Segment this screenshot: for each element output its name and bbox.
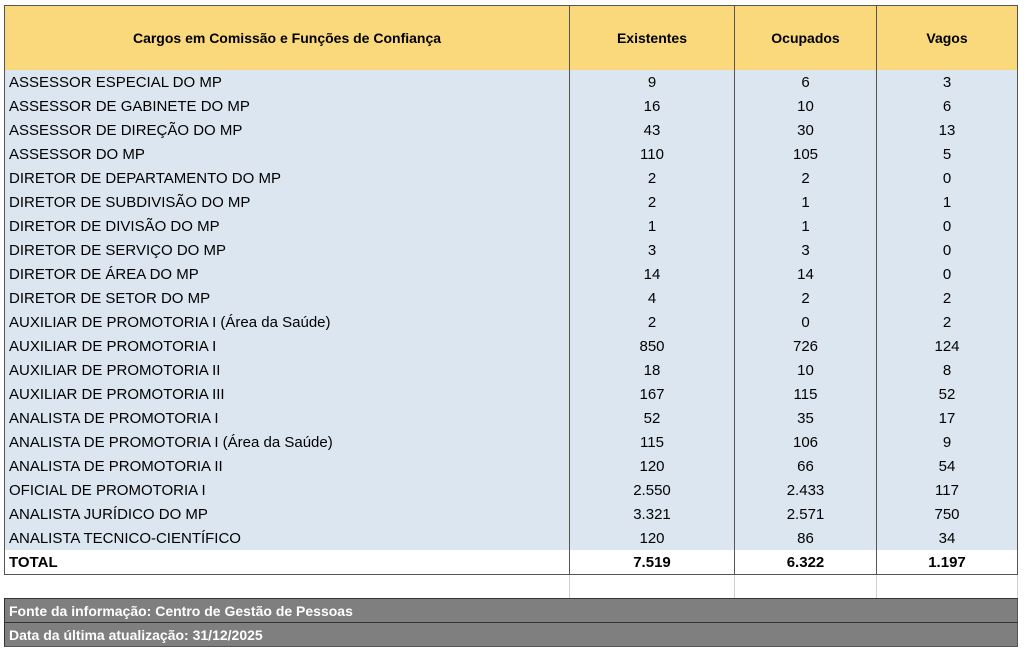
empty-cell	[570, 575, 735, 599]
table-cell: 120	[570, 454, 735, 479]
table-cell: 1	[877, 190, 1018, 215]
table-cell: 0	[877, 238, 1018, 263]
total-cell: 7.519	[570, 550, 735, 575]
table-cell: 117	[877, 478, 1018, 503]
table-cell: 106	[735, 430, 877, 455]
table-cell: 52	[570, 406, 735, 431]
table-cell: ASSESSOR ESPECIAL DO MP	[4, 70, 570, 95]
table-cell: AUXILIAR DE PROMOTORIA I	[4, 334, 570, 359]
table-cell: AUXILIAR DE PROMOTORIA III	[4, 382, 570, 407]
table-cell: 2	[877, 310, 1018, 335]
table-cell: 2.571	[735, 502, 877, 527]
table-cell: 726	[735, 334, 877, 359]
table-cell: 0	[877, 214, 1018, 239]
table-cell: 16	[570, 94, 735, 119]
table-cell: 105	[735, 142, 877, 167]
table-cell: 4	[570, 286, 735, 311]
table-cell: 850	[570, 334, 735, 359]
table-cell: 2	[735, 286, 877, 311]
table-cell: DIRETOR DE DEPARTAMENTO DO MP	[4, 166, 570, 191]
table-cell: DIRETOR DE DIVISÃO DO MP	[4, 214, 570, 239]
table-cell: 66	[735, 454, 877, 479]
table-cell: ASSESSOR DO MP	[4, 142, 570, 167]
table-cell: 120	[570, 526, 735, 551]
table-cell: AUXILIAR DE PROMOTORIA II	[4, 358, 570, 383]
table-cell: ANALISTA DE PROMOTORIA I (Área da Saúde)	[4, 430, 570, 455]
header-cell: Cargos em Comissão e Funções de Confianç…	[4, 5, 570, 71]
table-cell: 6	[735, 70, 877, 95]
table-cell: 18	[570, 358, 735, 383]
table-cell: 34	[877, 526, 1018, 551]
table-cell: 2	[570, 190, 735, 215]
table-cell: ANALISTA DE PROMOTORIA II	[4, 454, 570, 479]
table-cell: 8	[877, 358, 1018, 383]
table-cell: 2	[877, 286, 1018, 311]
table-cell: 30	[735, 118, 877, 143]
table-cell: 2	[570, 310, 735, 335]
table-cell: 3	[877, 70, 1018, 95]
table-cell: DIRETOR DE SUBDIVISÃO DO MP	[4, 190, 570, 215]
table-cell: OFICIAL DE PROMOTORIA I	[4, 478, 570, 503]
total-cell: 6.322	[735, 550, 877, 575]
table-cell: 10	[735, 358, 877, 383]
table-cell: ASSESSOR DE DIREÇÃO DO MP	[4, 118, 570, 143]
table-cell: 0	[877, 262, 1018, 287]
table-cell: 2	[570, 166, 735, 191]
total-cell: 1.197	[877, 550, 1018, 575]
table-cell: 10	[735, 94, 877, 119]
table-cell: 86	[735, 526, 877, 551]
table-cell: 9	[877, 430, 1018, 455]
empty-cell	[735, 575, 877, 599]
table-cell: 6	[877, 94, 1018, 119]
table-cell: ANALISTA JURÍDICO DO MP	[4, 502, 570, 527]
table-cell: 0	[735, 310, 877, 335]
table-cell: 124	[877, 334, 1018, 359]
table-cell: 3	[570, 238, 735, 263]
table-cell: 115	[735, 382, 877, 407]
header-cell: Ocupados	[735, 5, 877, 71]
header-cell: Existentes	[570, 5, 735, 71]
table-cell: 0	[877, 166, 1018, 191]
total-cell: TOTAL	[4, 550, 570, 575]
empty-cell	[877, 575, 1018, 599]
table-cell: 1	[570, 214, 735, 239]
table-cell: 115	[570, 430, 735, 455]
table-cell: AUXILIAR DE PROMOTORIA I (Área da Saúde)	[4, 310, 570, 335]
table-cell: DIRETOR DE ÁREA DO MP	[4, 262, 570, 287]
empty-cell	[4, 575, 570, 599]
table-cell: 2.433	[735, 478, 877, 503]
table-cell: 2	[735, 166, 877, 191]
table-cell: 2.550	[570, 478, 735, 503]
table-cell: ASSESSOR DE GABINETE DO MP	[4, 94, 570, 119]
table-cell: 13	[877, 118, 1018, 143]
table-cell: 167	[570, 382, 735, 407]
table-cell: 3.321	[570, 502, 735, 527]
footer-note: Data da última atualização: 31/12/2025	[4, 622, 1018, 647]
table-cell: 52	[877, 382, 1018, 407]
table-cell: 14	[735, 262, 877, 287]
table-cell: 9	[570, 70, 735, 95]
table-cell: 110	[570, 142, 735, 167]
table-cell: 35	[735, 406, 877, 431]
table-cell: 1	[735, 190, 877, 215]
table-cell: 3	[735, 238, 877, 263]
table-cell: ANALISTA DE PROMOTORIA I	[4, 406, 570, 431]
table-cell: DIRETOR DE SETOR DO MP	[4, 286, 570, 311]
table-cell: 14	[570, 262, 735, 287]
table-cell: 750	[877, 502, 1018, 527]
table-cell: DIRETOR DE SERVIÇO DO MP	[4, 238, 570, 263]
footer-note: Fonte da informação: Centro de Gestão de…	[4, 598, 1018, 623]
table-cell: 54	[877, 454, 1018, 479]
table-cell: 43	[570, 118, 735, 143]
header-cell: Vagos	[877, 5, 1018, 71]
table-cell: ANALISTA TECNICO-CIENTÍFICO	[4, 526, 570, 551]
table-cell: 5	[877, 142, 1018, 167]
table-cell: 1	[735, 214, 877, 239]
table-cell: 17	[877, 406, 1018, 431]
